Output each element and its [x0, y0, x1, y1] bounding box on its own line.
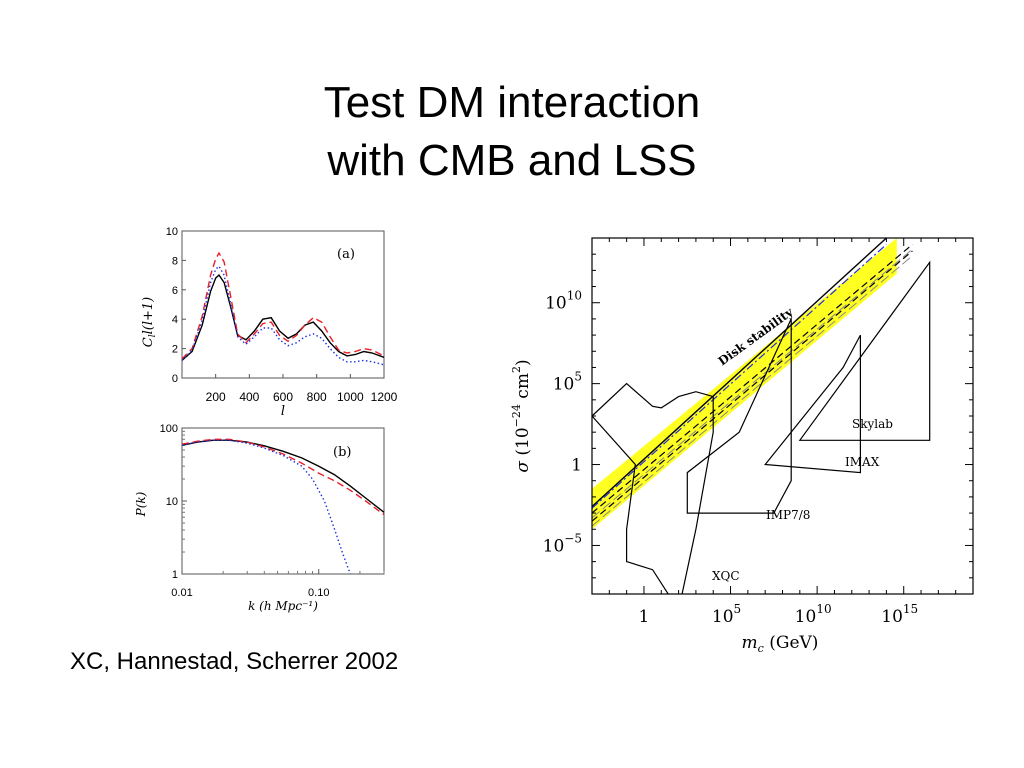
y-tick-label: 1 [172, 569, 178, 581]
y-tick-label: 8 [172, 255, 178, 267]
plot-frame [181, 427, 385, 575]
citation-caption: XC, Hannestad, Scherrer 2002 [70, 648, 399, 675]
region-xqc [592, 382, 714, 594]
y-tick-label: 2 [172, 344, 178, 356]
y-tick-label: 4 [172, 314, 178, 326]
label-skylab: Skylab [852, 417, 893, 431]
label-imax: IMAX [845, 455, 880, 469]
series-line-dotted [181, 439, 351, 575]
x-tick-label: 1010 [795, 602, 832, 627]
region-imax [764, 334, 861, 474]
x-tick-label: 1 [639, 607, 650, 627]
panel-label: (b) [333, 445, 351, 460]
y-tick-label: 10 [166, 226, 178, 238]
y-tick-label: 1010 [545, 289, 582, 314]
y-tick-label: 1 [571, 456, 582, 476]
series-line-dashed [181, 251, 385, 360]
series-line-dashed [181, 438, 385, 516]
slide-title-line-2: with CMB and LSS [327, 136, 697, 185]
x-axis-label: l [281, 404, 285, 419]
power-spectrum-chart: 1 10 100 0.01 0.10 (b) P(k) k (h Mpc⁻¹) [134, 423, 385, 613]
x-tick-label: 1200 [371, 390, 398, 404]
line-disk-dashdot [592, 244, 887, 509]
cmb-spectrum-chart: 0 2 4 6 8 10 200 400 600 800 1000 1200 (a) Cll(l+1… [141, 226, 398, 419]
line-disk-dash-1 [592, 244, 913, 514]
x-tick-label: 200 [206, 390, 226, 404]
label-xqc: XQC [712, 569, 740, 583]
x-tick-label: 105 [712, 602, 741, 627]
y-tick-label: 105 [553, 370, 582, 395]
x-axis-label: mc (GeV) [742, 633, 819, 655]
x-tick-label: 1015 [881, 602, 918, 627]
y-axis-label: Cll(l+1) [141, 297, 158, 347]
panel-label: (a) [337, 247, 355, 262]
disk-stability-band [592, 238, 897, 530]
x-tick-label: 800 [307, 390, 327, 404]
x-tick-label: 0.01 [171, 587, 192, 599]
x-tick-label: 400 [239, 390, 259, 404]
series-line-solid [181, 274, 385, 361]
line-disk-solid [592, 238, 887, 508]
y-tick-label: 100 [160, 423, 178, 435]
slide-title: Test DM interaction with CMB and LSS [0, 74, 1024, 190]
x-axis-label: k (h Mpc⁻¹) [248, 599, 318, 613]
region-skylab [798, 260, 931, 441]
x-tick-label: 0.10 [308, 587, 329, 599]
series-line-solid [181, 439, 385, 513]
x-tick-label: 1000 [337, 390, 364, 404]
y-axis-label: σ (10−24 cm2) [510, 359, 533, 472]
y-tick-label: 10 [166, 496, 178, 508]
y-axis-label: P(k) [134, 491, 148, 517]
y-tick-label: 10−5 [543, 531, 582, 556]
y-tick-label: 6 [172, 285, 178, 297]
series-line-dotted [181, 265, 385, 366]
x-tick-label: 600 [273, 390, 293, 404]
plot-frame [591, 237, 974, 595]
line-disk-dash-2 [592, 250, 913, 522]
y-tick-label: 0 [172, 373, 178, 385]
region-imp [686, 318, 792, 514]
label-imp78: IMP7/8 [766, 508, 810, 522]
slide-title-line-1: Test DM interaction [323, 78, 701, 127]
